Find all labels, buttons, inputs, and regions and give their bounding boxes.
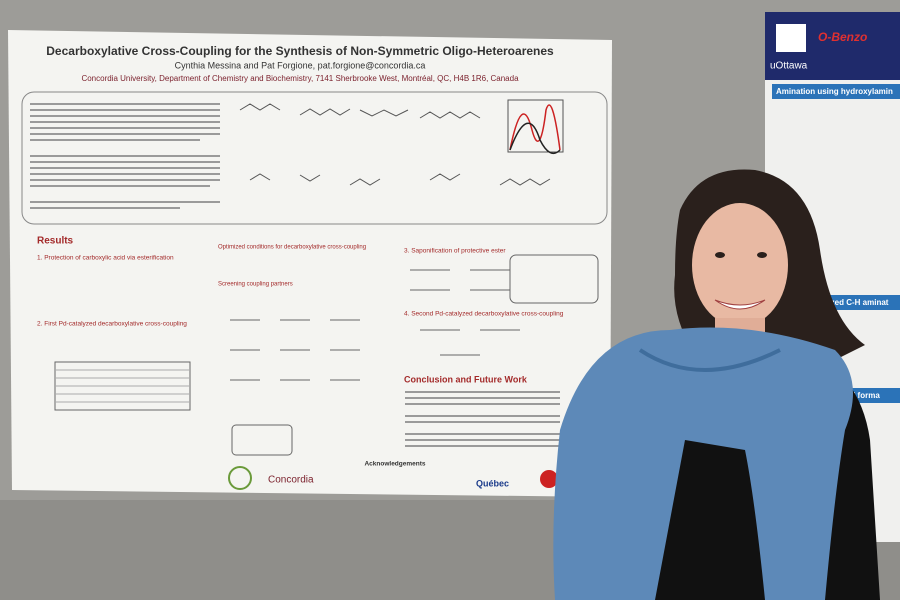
results-heading: Results xyxy=(37,236,74,247)
step-heading: Screening coupling partners xyxy=(218,282,293,288)
face xyxy=(692,203,788,327)
step-heading: Optimized conditions for decarboxylative… xyxy=(218,245,366,251)
step-heading: 3. Saponification of protective ester xyxy=(404,248,506,255)
person xyxy=(553,169,880,600)
quebec-logo: Québec xyxy=(476,478,509,488)
intro-box xyxy=(21,91,608,225)
side-title: O-Benzo xyxy=(818,30,867,44)
table-rows xyxy=(55,369,190,403)
conclusion-heading: Conclusion and Future Work xyxy=(404,374,528,384)
poster-authors: Cynthia Messina and Pat Forgione, pat.fo… xyxy=(175,60,426,70)
scheme-drawings xyxy=(230,254,599,456)
conclusion-text xyxy=(405,391,560,447)
acknowledgements-heading: Acknowledgements xyxy=(364,461,425,468)
uottawa-logo: uOttawa xyxy=(770,61,808,72)
intro-text xyxy=(30,103,220,209)
spectrum xyxy=(507,99,564,155)
eye xyxy=(715,252,725,258)
eye xyxy=(757,252,767,258)
poster-sheet xyxy=(8,30,612,497)
logo-icon xyxy=(228,466,252,490)
step-heading: 2. First Pd-catalyzed decarboxylative cr… xyxy=(37,321,187,328)
uottawa-icon xyxy=(776,24,806,52)
side-heading: Amination using hydroxylamin xyxy=(776,87,893,96)
side-heading: enoid forma xyxy=(834,391,880,400)
scarf xyxy=(553,327,853,600)
logo-icon xyxy=(540,470,558,488)
concordia-logo: Concordia xyxy=(268,475,314,486)
scarf-fold xyxy=(638,348,781,372)
side-heading-bar xyxy=(820,295,900,310)
poster-title: Decarboxylative Cross-Coupling for the S… xyxy=(46,44,554,58)
main-poster: Decarboxylative Cross-Coupling for the S… xyxy=(8,30,612,497)
smile xyxy=(714,299,766,310)
poster-affiliation: Concordia University, Department of Chem… xyxy=(81,74,519,83)
side-heading-bar xyxy=(772,84,900,99)
step-heading: 4. Second Pd-catalyzed decarboxylative c… xyxy=(404,311,564,318)
side-heading: lyzed C-H aminat xyxy=(824,298,889,307)
molecule-drawings xyxy=(239,103,551,186)
step-heading: 1. Protection of carboxylic acid via est… xyxy=(37,255,174,262)
